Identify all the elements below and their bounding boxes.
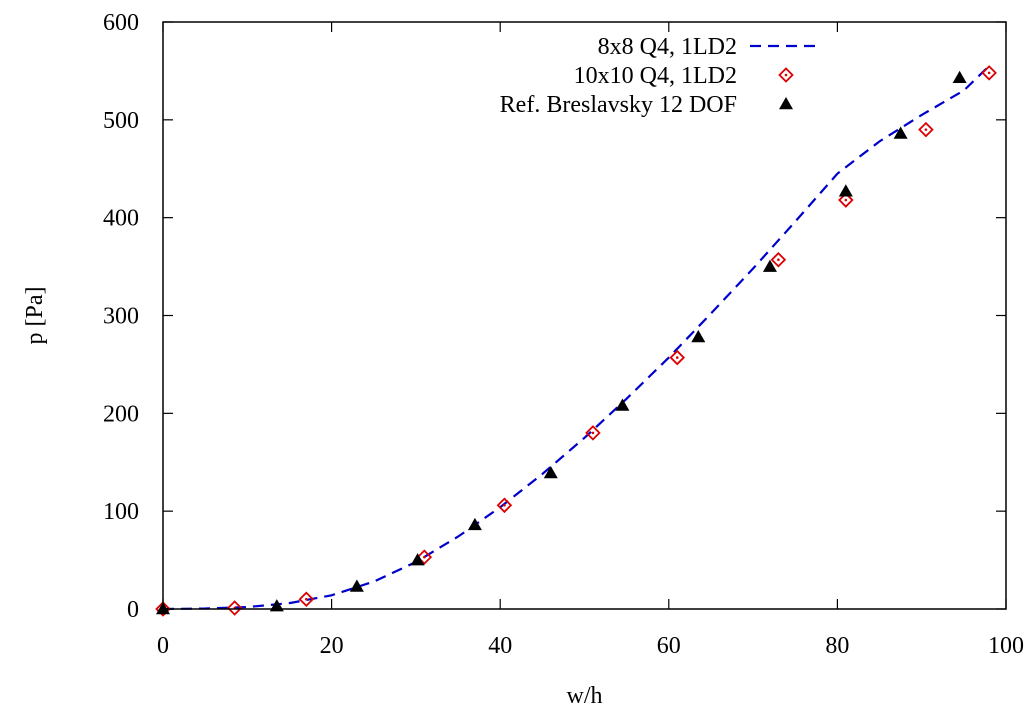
- data-point-diamond-center: [675, 356, 679, 359]
- data-point-diamond-center: [987, 71, 991, 75]
- legend-entry-label: Ref. Breslavsky 12 DOF: [500, 92, 737, 118]
- x-tick-label: 20: [320, 633, 344, 659]
- data-point-triangle: [615, 398, 630, 411]
- data-point-diamond: [918, 121, 934, 138]
- y-axis-label: p [Pa]: [22, 287, 48, 345]
- data-point-triangle: [893, 126, 908, 139]
- legend: 8x8 Q4, 1LD2 10x10 Q4, 1LD2 Ref. Breslavsk…: [500, 34, 822, 118]
- data-point-triangle: [410, 553, 425, 566]
- data-point-diamond-center: [844, 198, 848, 202]
- y-tick-label: 400: [103, 206, 139, 232]
- data-point-diamond-center: [423, 555, 426, 559]
- y-tick-label: 500: [103, 108, 139, 134]
- data-point-triangle: [762, 259, 777, 272]
- data-point-diamond: [669, 349, 686, 366]
- data-point-diamond-center: [924, 128, 928, 131]
- series-layer: [155, 65, 997, 617]
- legend-diamond-marker-center: [784, 73, 788, 77]
- data-point-diamond: [298, 591, 315, 607]
- data-point-diamond: [416, 549, 433, 565]
- data-point-diamond: [496, 497, 513, 514]
- data-point-diamond-center: [591, 431, 595, 435]
- y-tick-label: 600: [103, 10, 139, 36]
- x-tick-label: 40: [488, 633, 512, 659]
- x-tick-label: 0: [157, 633, 169, 659]
- series-1: [155, 65, 997, 617]
- y-tick-label: 300: [103, 304, 139, 330]
- ticks-layer: 0 20 40 60 80 100 0 100 200 300 400 500 600: [103, 10, 1024, 659]
- x-axis-label: w/h: [567, 683, 603, 709]
- data-point-diamond: [585, 425, 601, 441]
- legend-diamond-marker: [778, 67, 794, 83]
- data-point-triangle: [838, 184, 853, 197]
- legend-entry-label: 10x10 Q4, 1LD2: [574, 63, 737, 89]
- y-tick-label: 200: [103, 401, 139, 427]
- data-point-triangle: [952, 70, 967, 84]
- data-point-diamond: [981, 65, 997, 81]
- data-point-triangle: [349, 579, 364, 592]
- data-point-diamond: [838, 192, 854, 208]
- legend-entry-label: 8x8 Q4, 1LD2: [598, 34, 737, 60]
- data-point-triangle: [691, 330, 706, 343]
- series-0: [162, 65, 990, 611]
- data-point-diamond-center: [305, 597, 308, 601]
- data-point-diamond: [155, 601, 171, 617]
- x-tick-label: 80: [825, 633, 849, 659]
- data-point-triangle: [467, 517, 482, 531]
- legend-triangle-marker: [779, 97, 793, 110]
- series-line: [162, 65, 990, 611]
- data-point-diamond: [770, 251, 787, 268]
- x-tick-label: 60: [657, 633, 681, 659]
- data-point-triangle: [543, 466, 558, 479]
- x-tick-label: 100: [988, 633, 1024, 659]
- series-2: [156, 70, 967, 615]
- plot-frame: [162, 21, 1007, 610]
- data-point-diamond: [226, 600, 243, 616]
- data-point-diamond-center: [503, 503, 506, 507]
- y-tick-label: 0: [127, 597, 139, 623]
- y-tick-label: 100: [103, 499, 139, 525]
- data-point-diamond-center: [777, 258, 780, 262]
